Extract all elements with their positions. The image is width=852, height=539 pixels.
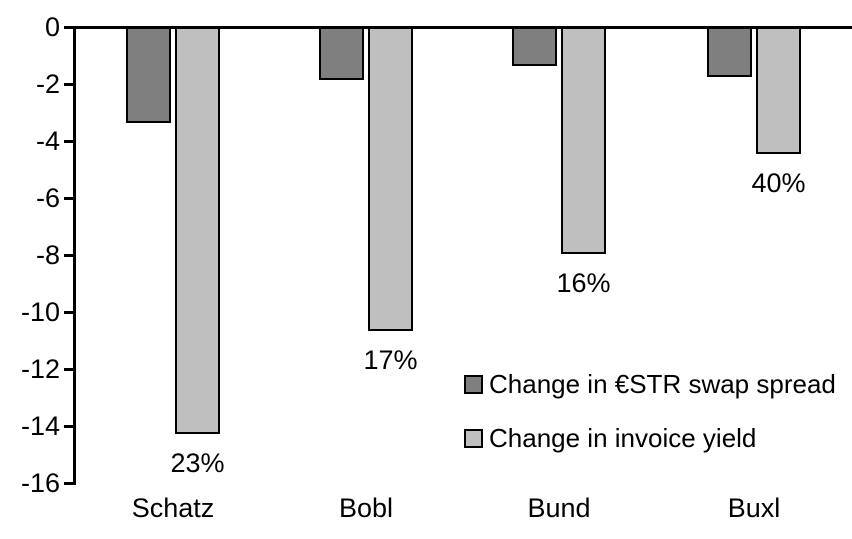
x-axis-zero-line — [73, 26, 852, 29]
y-axis-tick-label: -14 — [20, 411, 60, 441]
bar-swap-spread-bund — [512, 26, 557, 66]
bar-invoice-yield-bund — [561, 26, 606, 254]
data-label-schatz: 23% — [170, 448, 225, 478]
y-axis-tick-label: -8 — [35, 240, 60, 270]
y-axis-tick — [64, 482, 75, 485]
y-axis-tick-label: -4 — [35, 126, 60, 156]
y-axis-tick — [64, 368, 75, 371]
legend-item-swap-spread: Change in €STR swap spread — [464, 371, 836, 397]
data-label-buxl: 40% — [751, 168, 806, 198]
y-axis-tick-label: -2 — [35, 69, 60, 99]
y-axis-tick — [64, 425, 75, 428]
legend-label: Change in invoice yield — [489, 423, 757, 453]
bar-invoice-yield-bobl — [368, 26, 413, 331]
x-axis-label-buxl: Buxl — [727, 493, 781, 523]
data-label-bund: 16% — [556, 268, 611, 298]
x-axis-label-schatz: Schatz — [131, 493, 215, 523]
x-axis-label-bobl: Bobl — [338, 493, 394, 523]
legend-swatch-icon — [464, 428, 483, 448]
y-axis-tick — [64, 26, 75, 29]
legend-item-invoice-yield: Change in invoice yield — [464, 425, 836, 451]
y-axis-tick-label: -16 — [20, 468, 60, 498]
data-label-bobl: 17% — [363, 345, 418, 375]
y-axis-tick-label: 0 — [44, 12, 60, 42]
legend: Change in €STR swap spread Change in invo… — [464, 371, 836, 451]
bar-swap-spread-buxl — [707, 26, 752, 77]
y-axis-tick — [64, 311, 75, 314]
bar-invoice-yield-buxl — [756, 26, 801, 154]
bar-swap-spread-bobl — [319, 26, 364, 80]
legend-swatch-icon — [464, 374, 483, 394]
y-axis-tick-label: -12 — [20, 354, 60, 384]
legend-label: Change in €STR swap spread — [489, 369, 836, 399]
y-axis-tick-label: -10 — [20, 297, 60, 327]
bar-swap-spread-schatz — [126, 26, 171, 123]
x-axis-label-bund: Bund — [527, 493, 591, 523]
y-axis-tick — [64, 83, 75, 86]
y-axis-tick — [64, 254, 75, 257]
y-axis-tick — [64, 140, 75, 143]
y-axis-tick — [64, 197, 75, 200]
bar-invoice-yield-schatz — [175, 26, 220, 434]
y-axis-tick-label: -6 — [35, 183, 60, 213]
